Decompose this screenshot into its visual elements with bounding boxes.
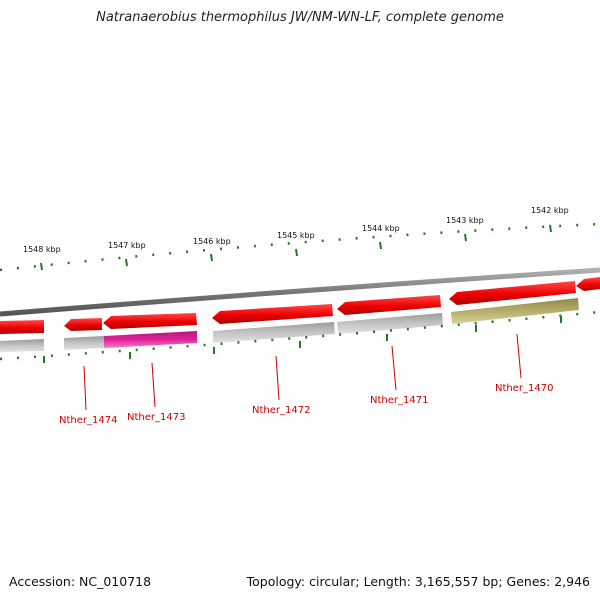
scale-label-1548: 1548 kbp bbox=[23, 245, 61, 254]
scale-labels: 1548 kbp 1547 kbp 1546 kbp 1545 kbp 1544… bbox=[23, 206, 569, 254]
major-tick-1546 bbox=[210, 253, 213, 262]
gene-label-nther-1474[interactable]: Nther_1474 bbox=[59, 415, 117, 426]
scale-label-1547: 1547 kbp bbox=[108, 241, 146, 250]
forward-gene-arrow bbox=[449, 281, 576, 305]
genome-title: Natranaerobius thermophilus JW/NM-WN-LF,… bbox=[96, 10, 504, 25]
leader-line-nther-1474 bbox=[83, 365, 87, 411]
scale-label-1544: 1544 kbp bbox=[362, 224, 400, 233]
gene-label-nther-1471[interactable]: Nther_1471 bbox=[370, 395, 428, 406]
major-tick-1542 bbox=[549, 224, 552, 233]
major-tick-1543 bbox=[464, 233, 467, 242]
gene-label-nther-1470[interactable]: Nther_1470 bbox=[495, 383, 553, 394]
gene-leader-lines bbox=[83, 333, 522, 411]
forward-gene-arrow bbox=[0, 320, 44, 334]
leader-line-nther-1470 bbox=[516, 333, 522, 379]
scale-label-1546: 1546 kbp bbox=[193, 237, 231, 246]
cds-bar-olive bbox=[451, 298, 579, 324]
major-tick-1547 bbox=[125, 258, 128, 267]
gene-label-nther-1472[interactable]: Nther_1472 bbox=[252, 405, 310, 416]
forward-gene-arrow bbox=[337, 295, 441, 315]
gene-label-nther-1473[interactable]: Nther_1473 bbox=[127, 412, 185, 423]
inner-tick-track bbox=[0, 310, 600, 363]
accession-text: Accession: NC_010718 bbox=[9, 574, 152, 589]
cds-bar-gray bbox=[0, 339, 44, 352]
forward-gene-arrow bbox=[64, 318, 102, 331]
scale-label-1542: 1542 kbp bbox=[531, 206, 569, 215]
scale-label-1545: 1545 kbp bbox=[277, 231, 315, 240]
gene-labels: Nther_1474 Nther_1473 Nther_1472 Nther_1… bbox=[59, 383, 553, 426]
forward-gene-arrow bbox=[212, 304, 333, 324]
leader-line-nther-1473 bbox=[151, 362, 156, 408]
genome-backbone bbox=[0, 267, 600, 317]
major-tick-1545 bbox=[295, 248, 298, 257]
major-tick-1544 bbox=[379, 241, 382, 250]
cds-track bbox=[0, 298, 579, 352]
cds-bar-gray bbox=[213, 322, 335, 343]
cds-bar-gray bbox=[337, 313, 443, 334]
scale-label-1543: 1543 kbp bbox=[446, 216, 484, 225]
forward-gene-arrow bbox=[576, 277, 600, 291]
outer-tick-track bbox=[0, 222, 600, 272]
forward-strand-genes bbox=[0, 277, 600, 334]
forward-gene-arrow bbox=[103, 313, 197, 329]
cds-bar-magenta bbox=[104, 331, 197, 348]
leader-line-nther-1471 bbox=[391, 345, 397, 391]
cds-bar-gray bbox=[64, 336, 104, 350]
leader-line-nther-1472 bbox=[275, 355, 280, 401]
genome-stats-text: Topology: circular; Length: 3,165,557 bp… bbox=[246, 574, 590, 589]
major-tick-1548 bbox=[40, 262, 43, 271]
